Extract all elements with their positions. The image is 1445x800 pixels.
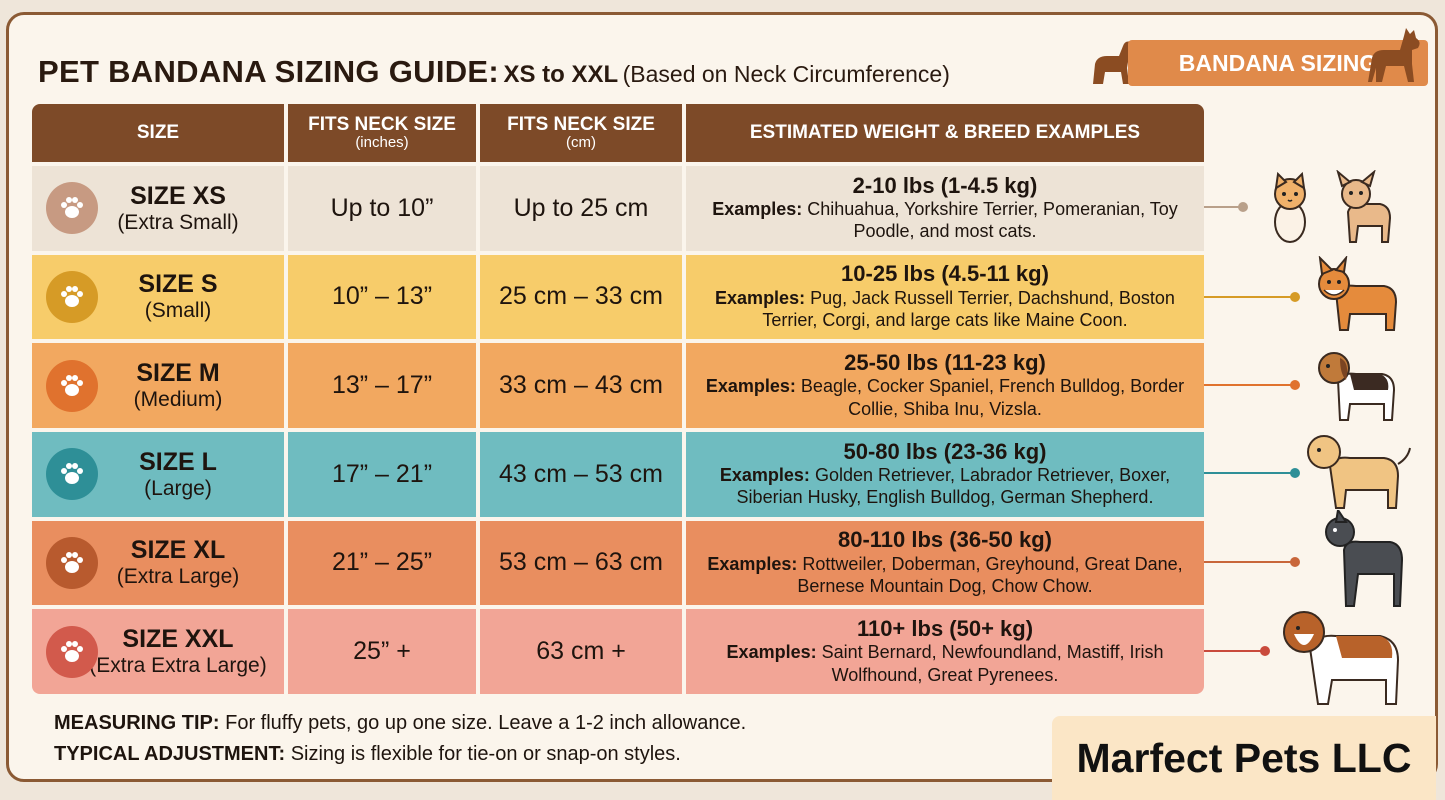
size-description: (Small) <box>144 299 212 323</box>
size-label: SIZE L <box>139 447 217 476</box>
measuring-tip: MEASURING TIP: For fluffy pets, go up on… <box>54 712 747 734</box>
weight-breeds-cell: 25-50 lbs (11-23 kg) Examples: Beagle, Co… <box>686 339 1204 428</box>
neck-cm: 53 cm – 63 cm <box>480 516 686 606</box>
weight-breeds-cell: 2-10 lbs (1-4.5 kg) Examples: Chihuahua, … <box>686 162 1204 251</box>
table-row: SIZE S (Small) 10” – 13” 25 cm – 33 cm 10-25… <box>32 250 1204 340</box>
brand-name: Marfect Pets LLC <box>1052 716 1436 800</box>
breed-examples: Examples: Saint Bernard, Newfoundland, M… <box>726 642 1164 685</box>
beagle-icon <box>1318 352 1396 421</box>
tips: MEASURING TIP: For fluffy pets, go up on… <box>54 708 746 770</box>
table-row: SIZE L (Large) 17” – 21” 43 cm – 53 cm 50-80… <box>32 427 1204 517</box>
neck-inches: 17” – 21” <box>288 427 480 517</box>
row-connector-line <box>1204 468 1300 478</box>
header-weight-breeds: ESTIMATED WEIGHT & BREED EXAMPLES <box>686 104 1204 162</box>
weight-range: 10-25 lbs (4.5-11 kg) <box>841 261 1049 287</box>
size-label: SIZE M <box>136 359 220 388</box>
neck-inches: Up to 10” <box>288 162 480 251</box>
neck-cm: 43 cm – 53 cm <box>480 427 686 517</box>
table-row: SIZE M (Medium) 13” – 17” 33 cm – 43 cm 25-5… <box>32 339 1204 428</box>
row-connector-line <box>1204 557 1300 567</box>
title-range: XS to XXL <box>503 61 619 88</box>
neck-cm: Up to 25 cm <box>480 162 686 251</box>
table-row: SIZE XXL (Extra Extra Large) 25” +63 cm +1… <box>32 605 1204 694</box>
adjustment-tip: TYPICAL ADJUSTMENT: Sizing is flexible f… <box>54 743 681 765</box>
corgi-icon <box>1318 256 1398 331</box>
header-size: SIZE <box>32 104 288 162</box>
page-title: PET BANDANA SIZING GUIDE: XS to XXL (Bas… <box>38 54 950 90</box>
size-description: (Large) <box>144 476 212 500</box>
breed-examples: Examples: Beagle, Cocker Spaniel, French… <box>705 376 1185 419</box>
size-description: (Extra Large) <box>116 565 240 589</box>
weight-range: 25-50 lbs (11-23 kg) <box>844 350 1046 376</box>
paw-icon <box>46 182 98 235</box>
size-description: (Extra Extra Large) <box>89 654 267 678</box>
breed-examples: Examples: Pug, Jack Russell Terrier, Dac… <box>715 287 1175 331</box>
weight-breeds-cell: 50-80 lbs (23-36 kg) Examples: Golden Ret… <box>686 427 1204 517</box>
paw-icon <box>46 625 98 678</box>
neck-inches: 25” + <box>288 605 480 694</box>
weight-breeds-cell: 110+ lbs (50+ kg) Examples: Saint Bernard… <box>686 605 1204 694</box>
size-cell: SIZE M (Medium) <box>32 339 288 428</box>
neck-inches: 10” – 13” <box>288 250 480 340</box>
size-description: (Medium) <box>133 388 223 412</box>
cat-icon <box>1274 171 1306 243</box>
size-description: (Extra Small) <box>117 210 239 234</box>
size-label: SIZE S <box>138 270 218 299</box>
size-label: SIZE XL <box>130 536 226 565</box>
breed-examples: Examples: Rottweiler, Doberman, Greyhoun… <box>707 553 1183 597</box>
table-header-row: SIZE FITS NECK SIZE (inches) FITS NECK SI… <box>32 104 1204 162</box>
row-connector-line <box>1204 646 1270 656</box>
sizing-table: SIZE FITS NECK SIZE (inches) FITS NECK SI… <box>32 104 1204 694</box>
size-cell: SIZE XXL (Extra Extra Large) <box>32 605 288 694</box>
title-main: PET BANDANA SIZING GUIDE: <box>38 54 500 89</box>
weight-range: 2-10 lbs (1-4.5 kg) <box>852 172 1038 198</box>
title-note: (Based on Neck Circumference) <box>622 61 950 87</box>
weight-range: 110+ lbs (50+ kg) <box>856 616 1034 642</box>
great-dane-icon <box>1325 510 1404 607</box>
neck-cm: 63 cm + <box>480 605 686 694</box>
row-connector-line <box>1204 202 1248 212</box>
saint-bernard-icon <box>1283 611 1400 705</box>
weight-breeds-cell: 10-25 lbs (4.5-11 kg) Examples: Pug, Jack… <box>686 250 1204 340</box>
neck-cm: 25 cm – 33 cm <box>480 250 686 340</box>
header-neck-cm: FITS NECK SIZE (cm) <box>480 104 686 162</box>
breed-examples: Examples: Chihuahua, Yorkshire Terrier, … <box>712 198 1178 242</box>
size-cell: SIZE S (Small) <box>32 250 288 340</box>
table-row: SIZE XS (Extra Small) Up to 10” Up to 25 cm… <box>32 162 1204 251</box>
paw-icon <box>46 270 98 323</box>
weight-range: 80-110 lbs (36-50 kg) <box>837 527 1052 553</box>
paw-icon <box>46 536 98 589</box>
size-label: SIZE XS <box>130 181 226 210</box>
row-connector-line <box>1204 380 1300 390</box>
size-cell: SIZE XS (Extra Small) <box>32 162 288 251</box>
weight-breeds-cell: 80-110 lbs (36-50 kg) Examples: Rottweile… <box>686 516 1204 606</box>
neck-cm: 33 cm – 43 cm <box>480 339 686 428</box>
size-cell: SIZE XL (Extra Large) <box>32 516 288 606</box>
paw-icon <box>46 448 98 501</box>
neck-inches: 21” – 25” <box>288 516 480 606</box>
table-row: SIZE XL (Extra Large) 21” – 25” 53 cm – 63 … <box>32 516 1204 606</box>
header-neck-inches: FITS NECK SIZE (inches) <box>288 104 480 162</box>
dog-silhouette-icon <box>1368 28 1420 82</box>
neck-inches: 13” – 17” <box>288 339 480 428</box>
row-connector-line <box>1204 292 1300 302</box>
size-cell: SIZE L (Large) <box>32 427 288 517</box>
weight-range: 50-80 lbs (23-36 kg) <box>843 438 1047 464</box>
paw-icon <box>46 359 98 412</box>
labrador-icon <box>1307 435 1411 509</box>
size-label: SIZE XXL <box>122 625 234 654</box>
chihuahua-icon <box>1336 170 1392 243</box>
breed-examples: Examples: Golden Retriever, Labrador Ret… <box>719 464 1171 508</box>
